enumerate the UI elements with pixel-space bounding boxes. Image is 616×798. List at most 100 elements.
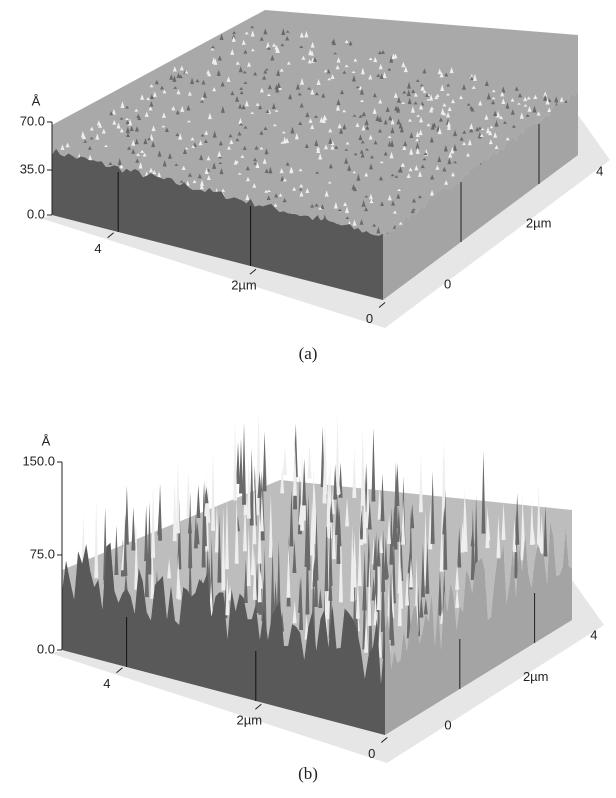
texture [453,160,458,164]
texture [324,512,329,592]
texture [310,204,315,208]
texture [177,576,182,600]
texture [238,66,243,73]
texture [262,431,267,492]
texture [246,527,251,587]
texture [211,56,216,64]
texture [255,162,260,168]
texture [446,125,451,130]
texture [437,68,442,75]
texture [188,491,193,569]
texture [263,126,268,130]
texture [186,104,191,111]
y-tick-label: 4 [590,628,597,643]
texture [134,126,139,132]
texture [353,152,358,156]
texture [446,120,451,128]
texture [360,427,365,506]
texture [469,106,474,109]
texture [184,147,189,150]
z-tick-label: 0.0 [37,641,55,656]
x-tick [116,667,123,674]
texture [186,120,191,123]
texture [399,126,404,133]
texture [359,99,364,102]
texture [409,132,414,139]
texture [398,221,403,225]
texture [297,92,302,96]
texture [292,539,297,574]
texture [264,189,269,193]
texture [388,569,393,640]
x-tick [255,703,262,710]
texture [337,123,342,129]
texture [134,525,139,590]
texture [420,84,425,91]
y-tick-label: 0 [444,717,451,732]
texture [164,127,169,133]
texture [337,507,342,547]
texture [268,166,273,174]
texture [276,69,281,76]
texture [275,85,280,93]
texture [175,110,180,115]
texture [152,170,157,175]
texture [123,514,128,577]
texture [231,35,236,42]
side-face [383,89,578,301]
texture [470,529,475,547]
texture [94,499,99,579]
texture [491,89,496,93]
texture [310,50,315,56]
texture [449,66,454,74]
texture [323,69,328,73]
texture [192,179,197,184]
texture [391,53,396,60]
texture [144,505,149,562]
texture [258,570,263,589]
texture [543,505,548,557]
texture [368,134,373,140]
texture [358,114,363,118]
surface-panel: Å 150.0 75.0 0.0 4 2µm 0 0 2µm 4 (b) [22,411,604,783]
texture [206,69,211,75]
texture [199,179,204,186]
texture [234,497,239,564]
texture [484,80,489,86]
texture [377,485,382,520]
z-unit: Å [42,433,51,448]
texture [425,540,430,594]
texture [264,168,269,173]
texture [266,195,271,200]
texture [279,68,284,72]
texture [181,165,186,171]
texture [264,148,269,155]
texture [295,83,300,90]
texture [175,458,180,534]
texture [299,45,304,49]
texture [496,110,501,118]
texture [88,154,93,161]
texture [177,498,182,570]
texture [439,71,444,78]
texture [124,485,129,545]
texture [380,473,385,522]
texture [169,74,174,80]
texture [462,130,467,134]
texture [485,506,490,549]
texture [396,506,401,542]
texture [396,118,401,125]
texture [138,161,143,169]
texture [484,114,489,120]
texture [308,118,313,123]
texture [407,118,412,122]
texture [409,147,414,155]
texture [144,532,149,598]
texture [447,106,452,111]
texture [235,61,240,65]
texture [89,126,94,131]
texture [527,106,532,112]
texture [323,144,328,150]
texture [356,173,361,181]
texture [505,102,510,109]
